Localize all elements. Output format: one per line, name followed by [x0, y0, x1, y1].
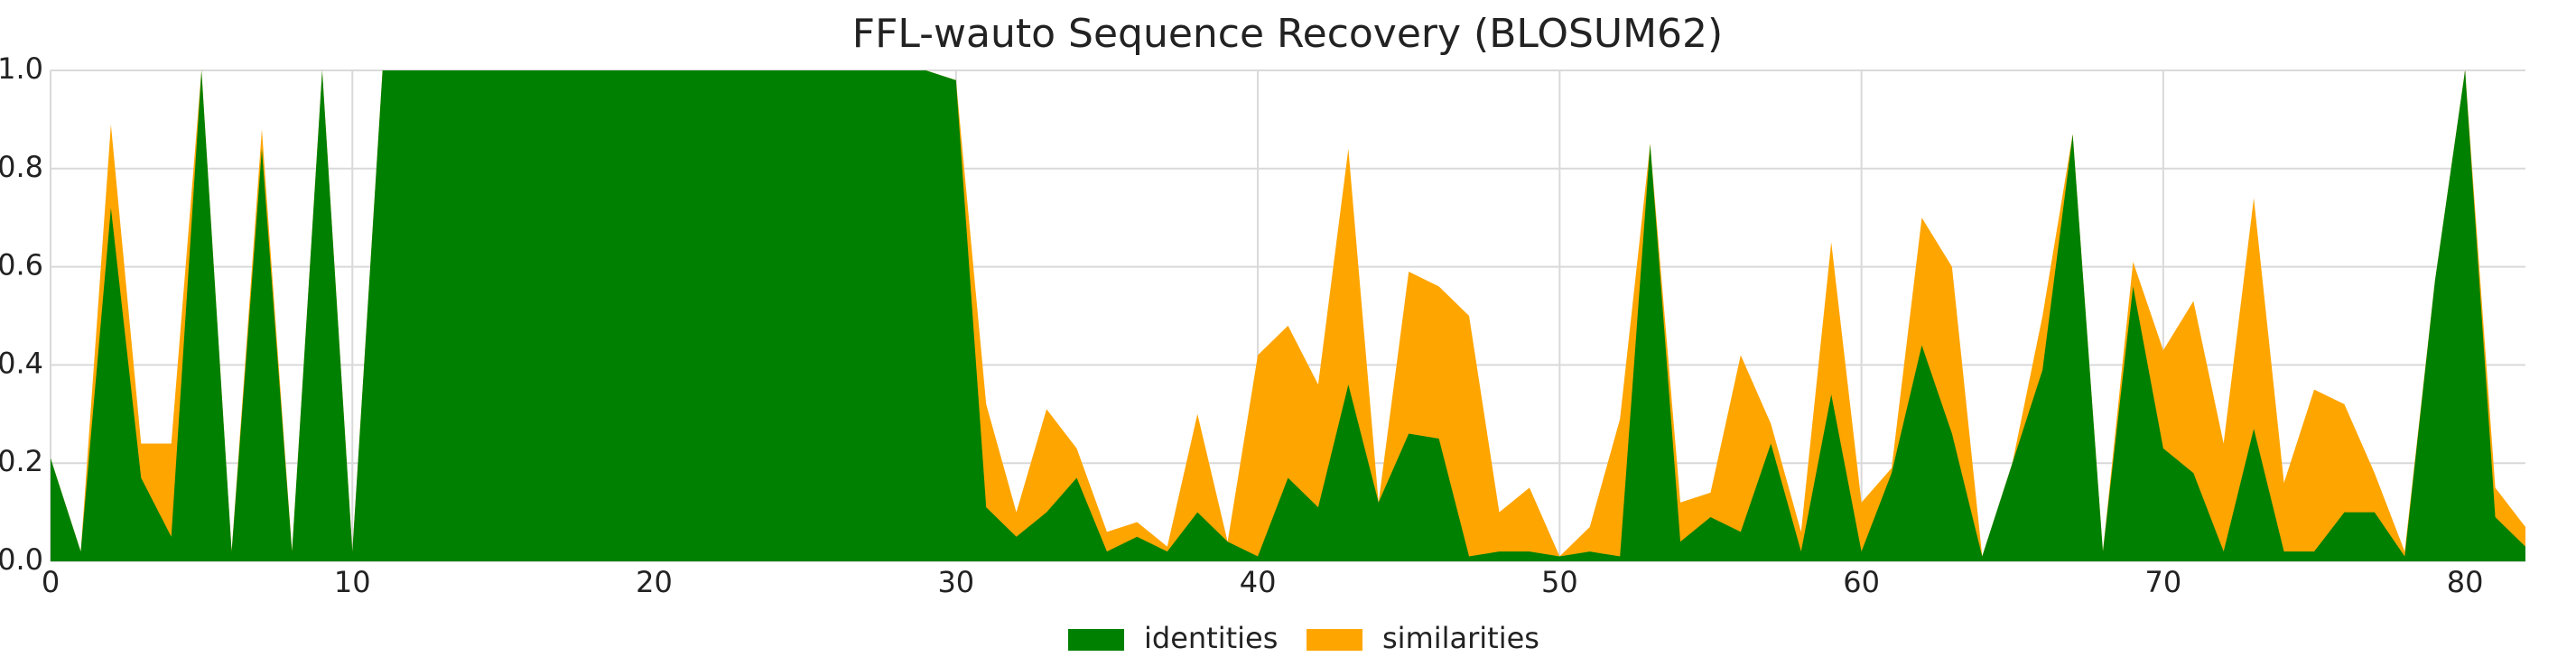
x-tick-label-1: 10	[334, 565, 371, 599]
y-tick-label-2: 0.4	[0, 346, 43, 380]
x-tick-label-4: 40	[1240, 565, 1277, 599]
x-tick-label-2: 20	[636, 565, 673, 599]
x-tick-label-8: 80	[2447, 565, 2484, 599]
legend-label-identities: identities	[1144, 621, 1278, 655]
plot-areas	[51, 70, 2525, 561]
legend: identities similarities	[1068, 621, 1539, 655]
legend-label-similarities: similarities	[1382, 621, 1539, 655]
y-tick-label-3: 0.6	[0, 248, 43, 282]
x-tick-label-5: 50	[1541, 565, 1578, 599]
legend-swatch-identities	[1068, 629, 1124, 651]
x-tick-label-3: 30	[937, 565, 974, 599]
y-tick-label-0: 0.0	[0, 542, 43, 577]
x-tick-label-7: 70	[2145, 565, 2182, 599]
area-identities	[51, 70, 2525, 561]
chart-title: FFL-wauto Sequence Recovery (BLOSUM62)	[852, 11, 1723, 57]
y-axis-ticks: 0.0 0.2 0.4 0.6 0.8 1.0	[0, 51, 43, 577]
x-axis-ticks: 0 10 20 30 40 50 60 70 80	[42, 565, 2484, 599]
y-tick-label-4: 0.8	[0, 150, 43, 184]
legend-swatch-similarities	[1307, 629, 1362, 651]
x-tick-label-6: 60	[1843, 565, 1880, 599]
x-tick-label-0: 0	[42, 565, 60, 599]
y-tick-label-5: 1.0	[0, 51, 43, 86]
y-tick-label-1: 0.2	[0, 444, 43, 478]
